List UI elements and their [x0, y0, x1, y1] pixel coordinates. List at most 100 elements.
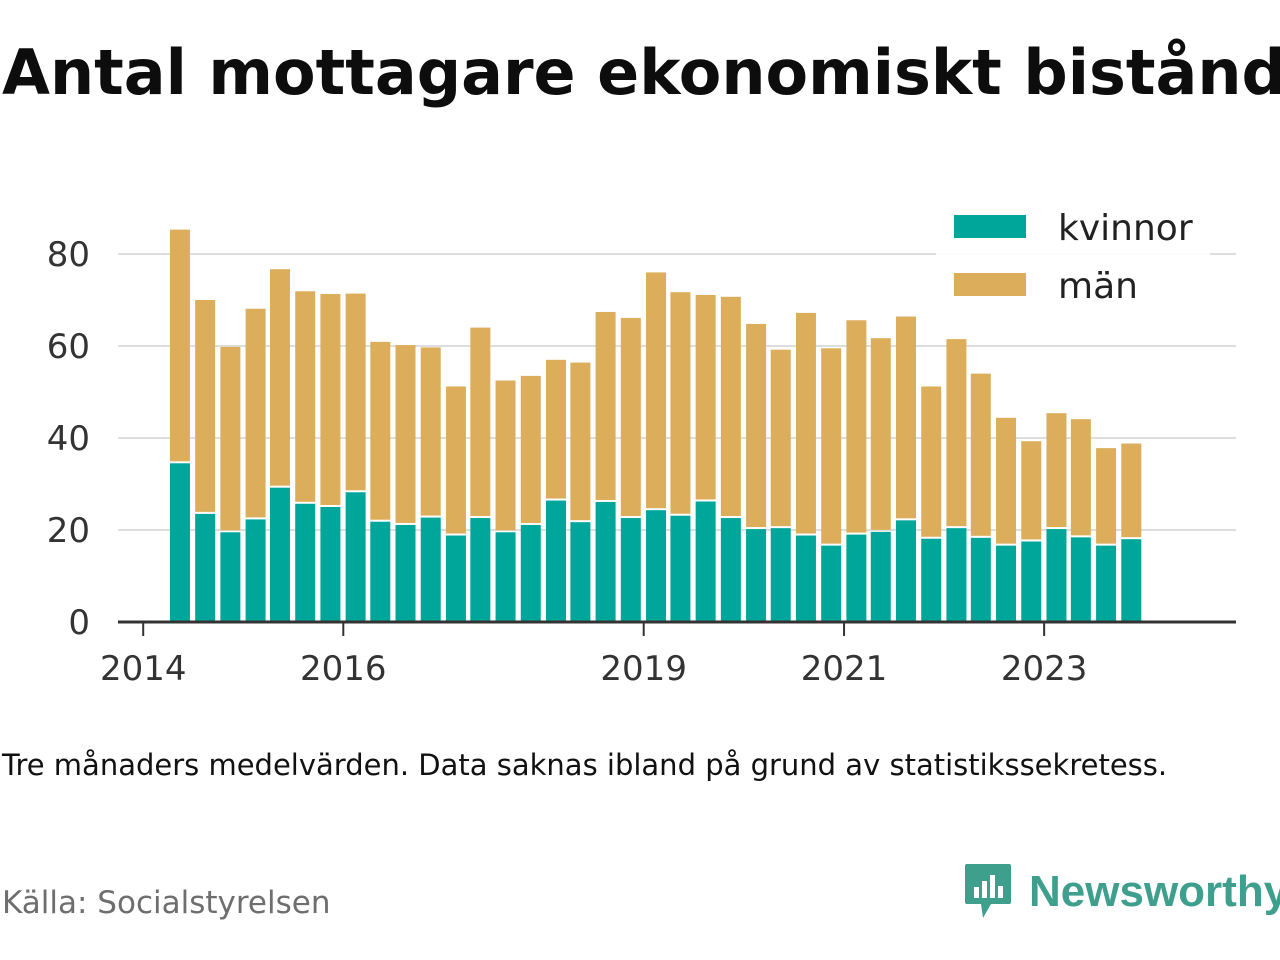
bar-man: [295, 291, 316, 502]
bar-man: [1096, 448, 1117, 544]
bar-kvinnor: [946, 528, 967, 622]
x-tick-label-2019: 2019: [600, 649, 687, 689]
bar-man: [821, 348, 842, 544]
bar-man: [545, 359, 566, 499]
bar-man: [595, 311, 616, 500]
bar-kvinnor: [821, 545, 842, 622]
bar-kvinnor: [195, 513, 216, 622]
brand-name: Newsworthy: [1029, 867, 1280, 916]
bar-kvinnor: [846, 534, 867, 622]
bar-kvinnor: [169, 463, 190, 622]
bar-kvinnor: [445, 535, 466, 622]
bar-kvinnor: [320, 507, 341, 622]
bar-kvinnor: [795, 535, 816, 622]
bar-kvinnor: [245, 519, 266, 622]
chart-note: Tre månaders medelvärden. Data saknas ib…: [2, 748, 1168, 782]
bar-man: [195, 300, 216, 512]
bar-kvinnor: [970, 537, 991, 622]
bar-kvinnor: [420, 517, 441, 622]
x-tick-label-2014: 2014: [100, 649, 187, 689]
legend-label-kvinnor: kvinnor: [1058, 208, 1193, 249]
brand-logo: Newsworthy: [963, 862, 1280, 922]
y-tick-label-0: 0: [68, 603, 90, 643]
bar-man: [846, 320, 867, 533]
bar-kvinnor: [395, 524, 416, 622]
y-tick-label-80: 80: [47, 235, 90, 275]
bar-kvinnor: [269, 487, 290, 622]
x-tick-label-2023: 2023: [1001, 649, 1088, 689]
bar-man: [996, 417, 1017, 544]
bar-man: [570, 362, 591, 521]
bar-man: [520, 375, 541, 523]
bar-kvinnor: [1121, 539, 1142, 622]
bar-kvinnor: [746, 529, 767, 622]
bar-kvinnor: [545, 500, 566, 622]
bar-man: [420, 347, 441, 516]
bar-man: [445, 386, 466, 534]
legend-swatch-kvinnor: [954, 215, 1026, 238]
bar-kvinnor: [370, 521, 391, 622]
bar-man: [870, 338, 891, 530]
bar-kvinnor: [1021, 541, 1042, 622]
bar-man: [895, 316, 916, 519]
bar-man: [795, 312, 816, 534]
bar-man: [746, 323, 767, 528]
bar-man: [946, 339, 967, 527]
bar-kvinnor: [670, 515, 691, 622]
bar-kvinnor: [470, 518, 491, 622]
bar-kvinnor: [570, 522, 591, 622]
bar-kvinnor: [895, 520, 916, 622]
chart-title: Antal mottagare ekonomiskt bistånd: [2, 36, 1280, 109]
bar-man: [720, 296, 741, 517]
bar-man: [921, 386, 942, 537]
y-tick-label-40: 40: [47, 419, 90, 459]
bar-man: [320, 294, 341, 505]
bar-man: [269, 269, 290, 486]
bar-man: [470, 327, 491, 517]
source-text: Källa: Socialstyrelsen: [2, 885, 331, 921]
bar-man: [495, 380, 516, 531]
y-axis: 0 20 40 60 80: [47, 235, 90, 643]
bar-kvinnor: [870, 531, 891, 622]
bar-man: [169, 229, 190, 462]
bar-man: [1021, 441, 1042, 540]
bar-man: [245, 308, 266, 518]
bar-kvinnor: [595, 501, 616, 622]
bar-man: [370, 341, 391, 520]
bar-kvinnor: [921, 538, 942, 622]
x-axis: 2014 2016 2019 2021 2023: [100, 620, 1236, 689]
bar-group: [169, 229, 1142, 622]
bar-kvinnor: [1046, 529, 1067, 622]
x-tick-label-2016: 2016: [300, 649, 387, 689]
bar-chart: 0 20 40 60 80 2014 2016 2019 2021 2023 kvinnor m…: [46, 204, 1236, 689]
bar-man: [695, 294, 716, 500]
bar-kvinnor: [220, 532, 241, 622]
bar-man: [770, 349, 791, 527]
bar-kvinnor: [520, 524, 541, 622]
bar-man: [620, 317, 641, 517]
bar-man: [395, 345, 416, 523]
x-tick-label-2021: 2021: [801, 649, 888, 689]
bar-kvinnor: [1096, 545, 1117, 622]
y-tick-label-60: 60: [47, 327, 90, 367]
legend-swatch-man: [954, 273, 1026, 296]
bar-kvinnor: [646, 510, 667, 622]
bar-kvinnor: [345, 492, 366, 622]
bar-kvinnor: [1070, 537, 1091, 622]
bar-man: [670, 292, 691, 514]
bar-kvinnor: [996, 545, 1017, 622]
bar-man: [220, 346, 241, 531]
bar-man: [646, 272, 667, 509]
bar-man: [1046, 413, 1067, 528]
bar-man: [970, 373, 991, 536]
bar-man: [1121, 443, 1142, 538]
legend: kvinnor män: [936, 204, 1210, 316]
bar-man: [345, 293, 366, 491]
bar-kvinnor: [295, 503, 316, 622]
bar-kvinnor: [770, 528, 791, 622]
y-tick-label-20: 20: [47, 511, 90, 551]
bar-kvinnor: [720, 518, 741, 622]
bar-kvinnor: [695, 501, 716, 622]
legend-label-man: män: [1058, 266, 1138, 307]
newsworthy-logo-icon: [965, 864, 1011, 918]
